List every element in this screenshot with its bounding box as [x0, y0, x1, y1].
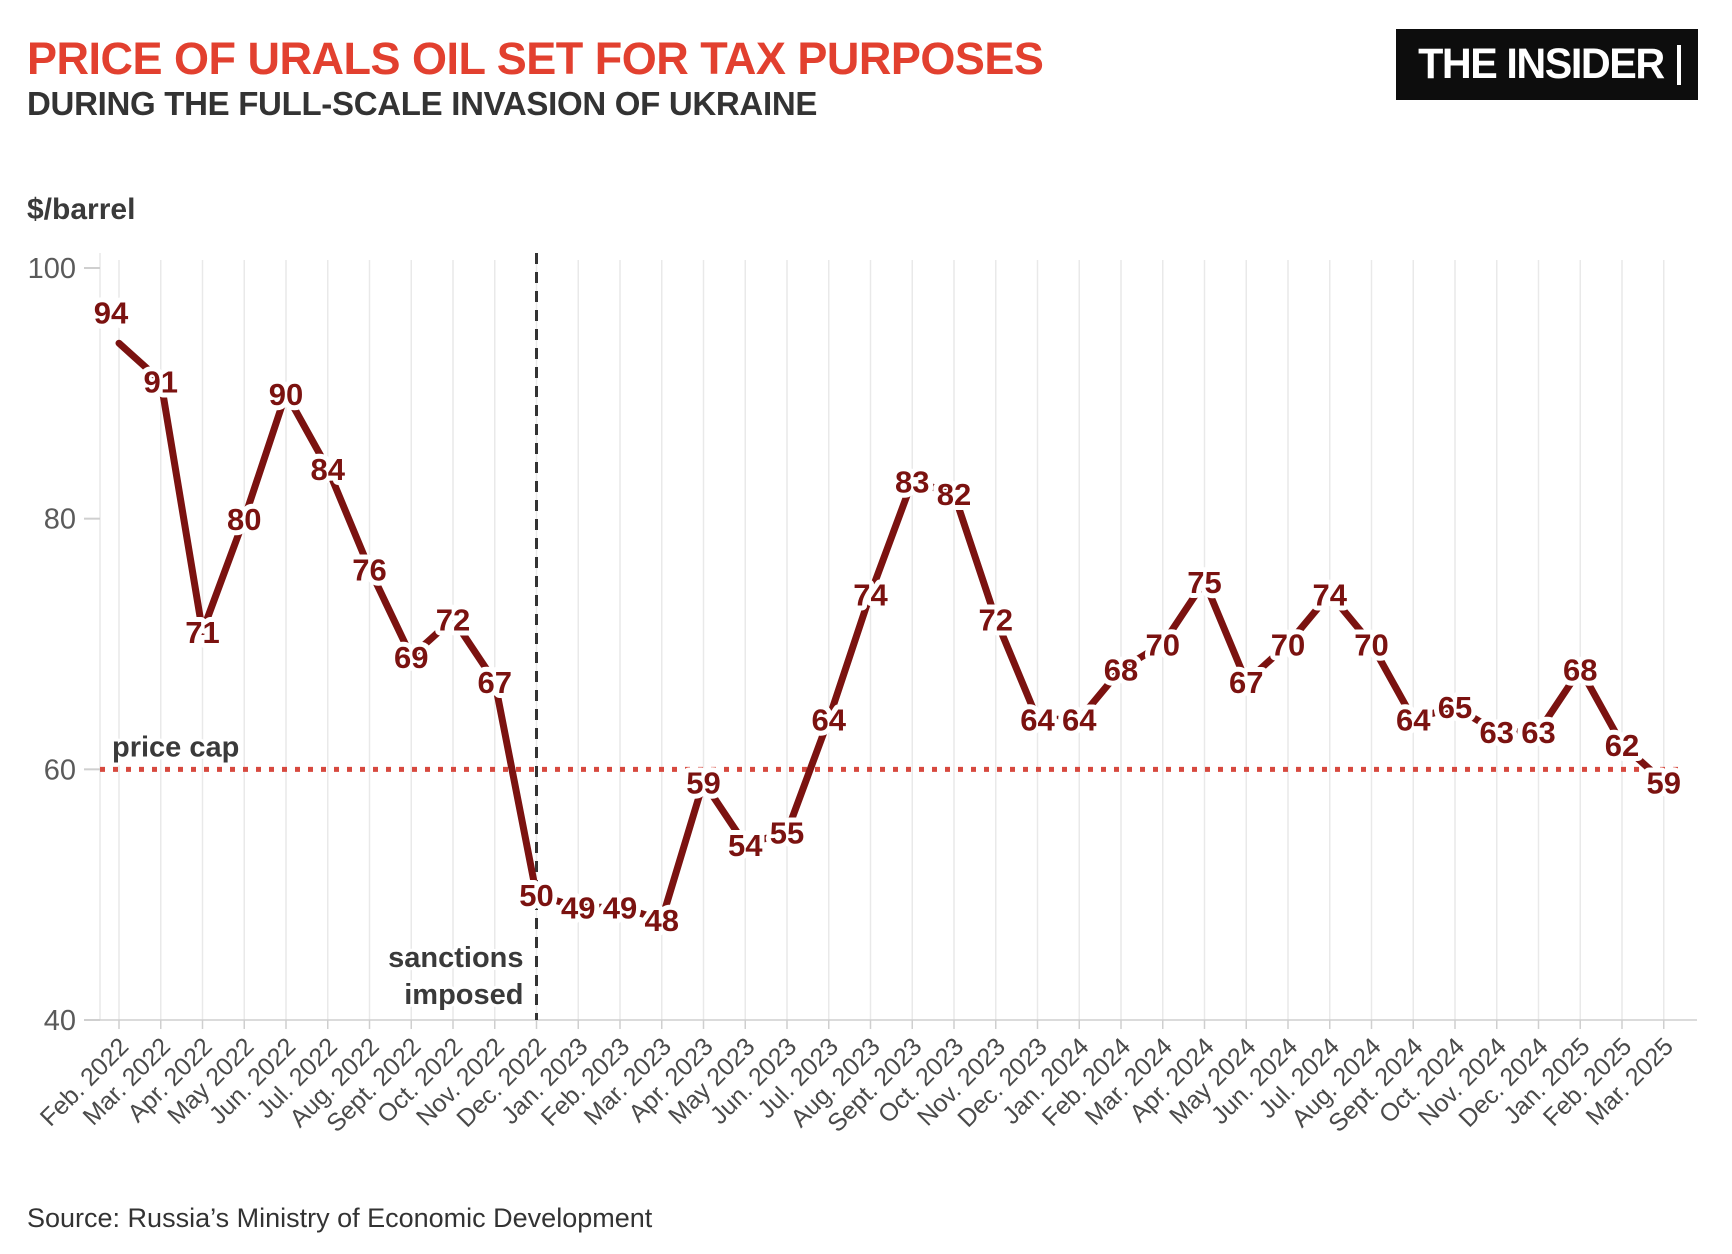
value-label: 54 [728, 828, 763, 863]
value-label: 59 [1647, 765, 1681, 800]
grid-lines [99, 253, 1665, 1020]
value-label: 63 [1480, 715, 1514, 750]
value-label: 62 [1605, 728, 1639, 763]
urals-price-line [115, 339, 1668, 924]
value-label: 69 [394, 640, 428, 675]
value-label: 74 [853, 577, 888, 612]
chart-title: PRICE OF URALS OIL SET FOR TAX PURPOSES [27, 33, 1044, 84]
value-label: 84 [311, 452, 346, 487]
value-label: 70 [1146, 627, 1180, 662]
value-label: 68 [1104, 653, 1138, 688]
value-label: 71 [185, 615, 219, 650]
logo-cursor-bar [1676, 44, 1681, 85]
value-label: 72 [436, 602, 470, 637]
y-tick-label: 100 [28, 253, 76, 285]
value-label: 59 [686, 765, 720, 800]
y-tick-label: 80 [44, 504, 76, 536]
value-label: 91 [144, 364, 178, 399]
sanctions-label-line2: imposed [404, 979, 523, 1011]
value-label: 70 [1271, 627, 1305, 662]
value-label: 49 [603, 891, 637, 926]
value-label: 49 [561, 891, 595, 926]
value-label: 48 [645, 903, 679, 938]
sanctions-annotation: sanctions imposed [385, 253, 538, 1020]
value-label: 68 [1563, 653, 1597, 688]
the-insider-logo: THE INSIDER [1396, 29, 1698, 100]
value-label: 94 [94, 296, 129, 331]
value-label: 67 [1229, 665, 1263, 700]
value-label: 82 [937, 477, 971, 512]
source-note: Source: Russia’s Ministry of Economic De… [27, 1203, 653, 1233]
value-label: 67 [478, 665, 512, 700]
y-axis: 40 60 80 100 [28, 253, 100, 1037]
value-label: 63 [1521, 715, 1555, 750]
value-label: 76 [352, 552, 386, 587]
price-cap-annotation: price cap [100, 728, 1684, 772]
sanctions-label-line1: sanctions [388, 942, 523, 974]
value-label: 72 [979, 602, 1013, 637]
value-label: 64 [812, 703, 847, 738]
value-label: 64 [1062, 703, 1097, 738]
chart-subtitle: DURING THE FULL-SCALE INVASION OF UKRAIN… [27, 85, 818, 122]
value-label: 55 [770, 815, 804, 850]
value-label: 70 [1354, 627, 1388, 662]
value-label: 65 [1438, 690, 1472, 725]
price-cap-label: price cap [112, 731, 239, 763]
value-label: 64 [1396, 703, 1431, 738]
value-label: 80 [227, 502, 261, 537]
y-tick-label: 60 [44, 754, 76, 786]
value-label: 74 [1313, 577, 1348, 612]
value-label: 83 [895, 465, 929, 500]
logo-text: THE INSIDER [1418, 40, 1665, 88]
value-label: 64 [1020, 703, 1055, 738]
series-line [115, 339, 1668, 924]
value-label: 50 [519, 878, 553, 913]
y-axis-unit-label: $/barrel [27, 193, 136, 226]
value-label: 75 [1187, 565, 1221, 600]
y-tick-label: 40 [44, 1005, 76, 1037]
value-label: 90 [269, 377, 303, 412]
